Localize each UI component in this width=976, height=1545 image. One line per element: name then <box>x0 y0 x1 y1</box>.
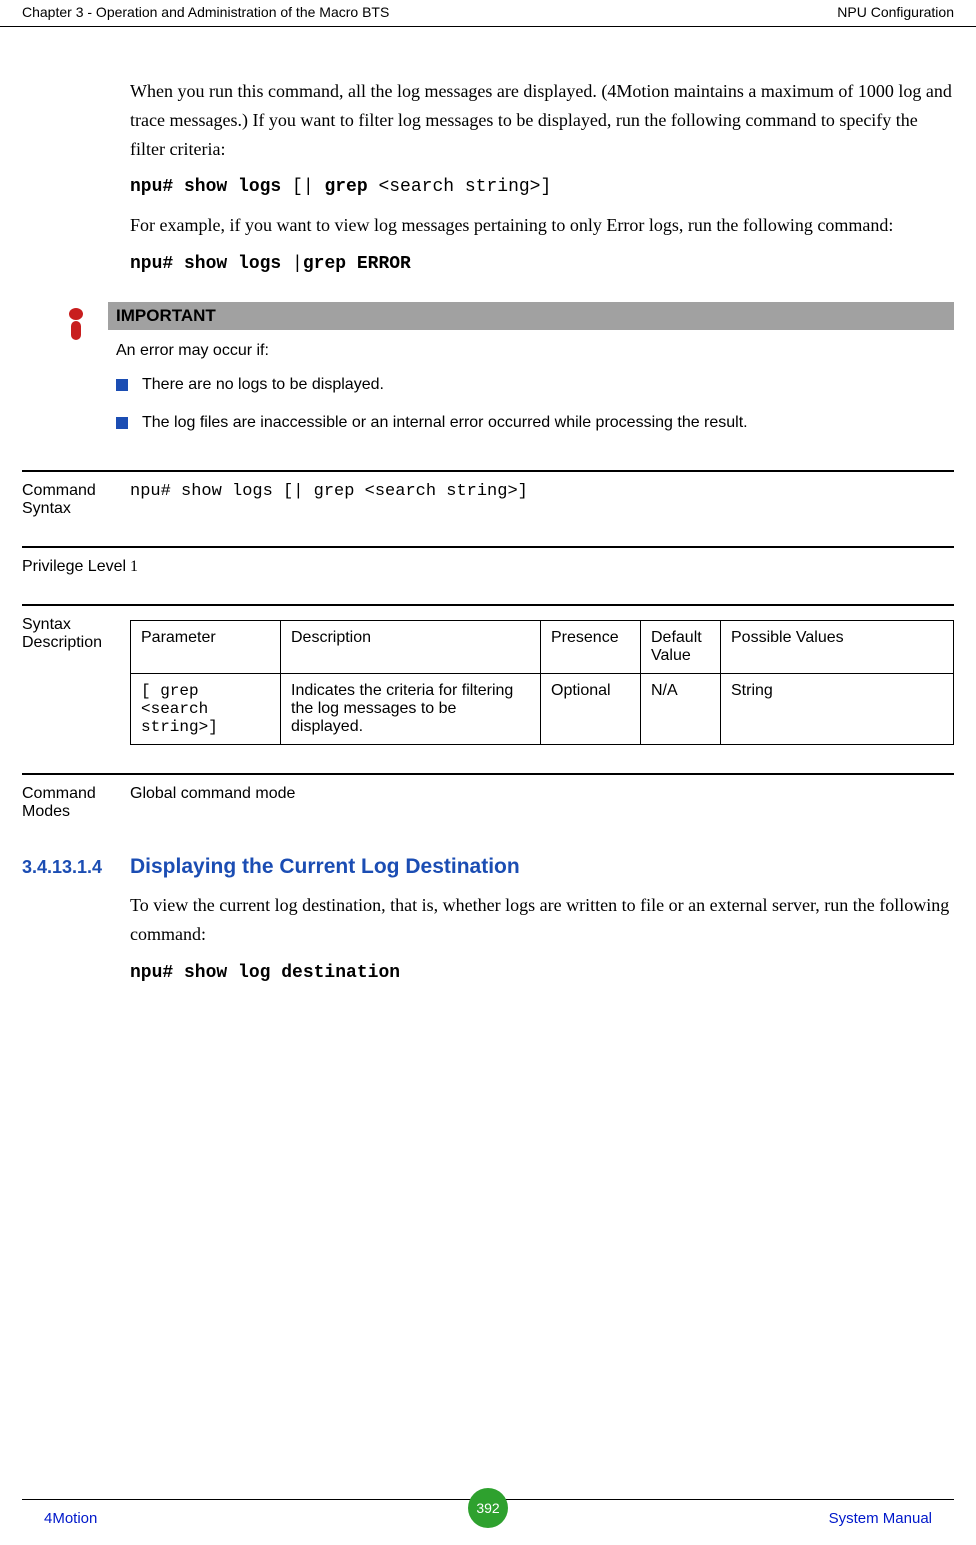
meta-value: 1 <box>130 558 954 576</box>
header-section: NPU Configuration <box>837 4 954 20</box>
bullet-square-icon <box>116 379 128 391</box>
meta-label: Syntax Description <box>22 616 130 745</box>
page-footer: 4Motion 392 System Manual <box>22 1499 954 1545</box>
table-cell: [ grep <search string>] <box>131 674 281 745</box>
important-callout: IMPORTANT An error may occur if: There a… <box>44 302 954 442</box>
table-header: Parameter <box>131 621 281 674</box>
meta-label: Privilege Level <box>22 558 130 576</box>
table-header-row: Parameter Description Presence Default V… <box>131 621 954 674</box>
command-example-3: npu# show log destination <box>130 963 954 983</box>
cmd-text: [| <box>292 177 324 197</box>
important-bullet: There are no logs to be displayed. <box>108 366 954 404</box>
meta-label: Command Syntax <box>22 482 130 518</box>
section-number: 3.4.13.1.4 <box>22 857 130 878</box>
table-cell: Indicates the criteria for filtering the… <box>281 674 541 745</box>
cmd-text: npu# show log destination <box>130 963 400 983</box>
cmd-text: grep ERROR <box>303 254 411 274</box>
page-content: When you run this command, all the log m… <box>0 77 976 983</box>
header-chapter: Chapter 3 - Operation and Administration… <box>22 4 389 20</box>
page-number: 392 <box>476 1500 499 1516</box>
page-header: Chapter 3 - Operation and Administration… <box>0 0 976 27</box>
command-syntax-row: Command Syntax npu# show logs [| grep <s… <box>22 470 954 518</box>
table-header: Description <box>281 621 541 674</box>
table-cell: String <box>721 674 954 745</box>
syntax-description-row: Syntax Description Parameter Description… <box>22 604 954 745</box>
footer-product: 4Motion <box>44 1510 97 1527</box>
table-header: Default Value <box>641 621 721 674</box>
section-title: Displaying the Current Log Destination <box>130 855 520 879</box>
footer-manual: System Manual <box>829 1510 932 1527</box>
bullet-square-icon <box>116 417 128 429</box>
cmd-text: npu# show logs <box>130 254 292 274</box>
cmd-text: grep <box>324 177 378 197</box>
cmd-text: | <box>292 254 303 274</box>
table-cell: N/A <box>641 674 721 745</box>
privilege-level-row: Privilege Level 1 <box>22 546 954 576</box>
table-row: [ grep <search string>] Indicates the cr… <box>131 674 954 745</box>
meta-label: Command Modes <box>22 785 130 821</box>
intro-paragraph: When you run this command, all the log m… <box>130 77 954 163</box>
important-bullet: The log files are inaccessible or an int… <box>108 404 954 442</box>
important-icon <box>44 302 108 442</box>
table-header: Presence <box>541 621 641 674</box>
parameter-table: Parameter Description Presence Default V… <box>130 620 954 745</box>
section-paragraph: To view the current log destination, tha… <box>130 891 954 949</box>
meta-value: npu# show logs [| grep <search string>] <box>130 482 954 518</box>
page-number-badge: 392 <box>468 1488 508 1528</box>
command-example-1: npu# show logs [| grep <search string>] <box>130 177 954 197</box>
table-cell: Optional <box>541 674 641 745</box>
important-intro: An error may occur if: <box>108 330 954 366</box>
table-header: Possible Values <box>721 621 954 674</box>
meta-value: Global command mode <box>130 785 954 821</box>
important-header: IMPORTANT <box>108 302 954 330</box>
example-paragraph: For example, if you want to view log mes… <box>130 211 954 240</box>
bullet-text: The log files are inaccessible or an int… <box>142 414 748 432</box>
cmd-text: npu# show logs <box>130 177 292 197</box>
important-body: IMPORTANT An error may occur if: There a… <box>108 302 954 442</box>
meta-value: Parameter Description Presence Default V… <box>130 616 954 745</box>
bullet-text: There are no logs to be displayed. <box>142 376 384 394</box>
command-modes-row: Command Modes Global command mode <box>22 773 954 821</box>
command-example-2: npu# show logs |grep ERROR <box>130 254 954 274</box>
cmd-text: <search string>] <box>378 177 551 197</box>
section-heading: 3.4.13.1.4 Displaying the Current Log De… <box>22 855 954 879</box>
